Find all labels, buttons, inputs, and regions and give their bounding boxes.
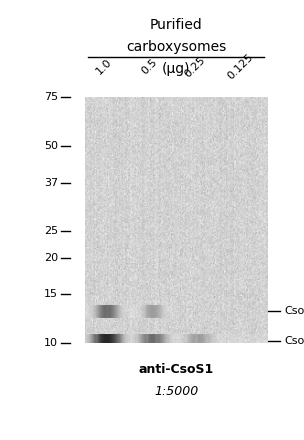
- Text: 0.125: 0.125: [226, 52, 255, 82]
- Text: (μg): (μg): [162, 62, 191, 76]
- Text: 0.25: 0.25: [182, 55, 207, 79]
- Text: 1:5000: 1:5000: [154, 385, 199, 398]
- Text: CsoS1B: CsoS1B: [285, 306, 304, 316]
- Text: 50: 50: [44, 141, 58, 151]
- Text: 1.0: 1.0: [94, 57, 113, 77]
- Text: CsoS1A/C: CsoS1A/C: [285, 336, 304, 346]
- Text: 25: 25: [44, 226, 58, 236]
- Text: 10: 10: [44, 338, 58, 348]
- Text: 75: 75: [44, 92, 58, 102]
- Text: Purified: Purified: [150, 18, 203, 32]
- Text: anti-CsoS1: anti-CsoS1: [139, 363, 214, 376]
- Text: 15: 15: [44, 289, 58, 299]
- Text: 20: 20: [44, 253, 58, 264]
- Text: carboxysomes: carboxysomes: [126, 40, 226, 54]
- Text: 37: 37: [44, 178, 58, 188]
- Text: 0.5: 0.5: [139, 57, 159, 77]
